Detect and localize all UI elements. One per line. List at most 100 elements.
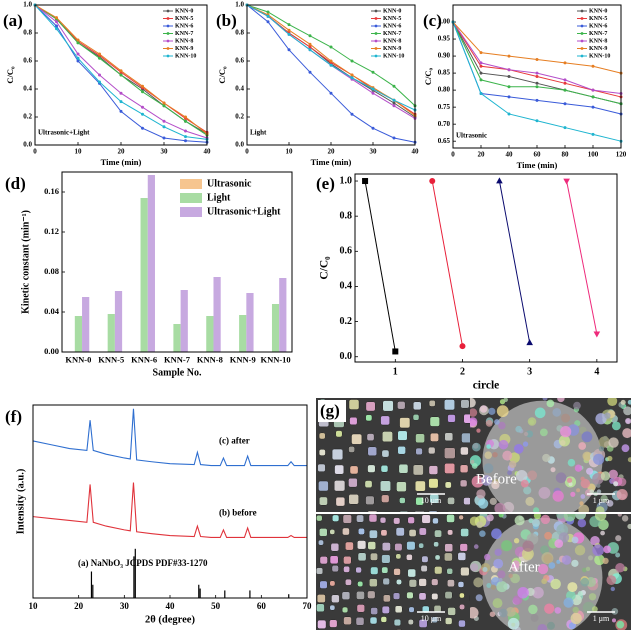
x-axis-label: Time (min) [311,157,352,167]
image-label: After [508,559,540,575]
grain [552,408,562,417]
legend-marker [580,17,584,20]
particle [370,566,379,575]
grain [570,612,582,625]
particle [408,529,417,537]
grain [616,620,625,629]
particle [394,605,403,614]
grain [554,607,562,614]
particle [367,446,378,457]
marker [308,70,312,74]
particle [444,617,453,625]
grain [602,435,608,441]
x-tick-label: KNN-7 [164,354,191,364]
marker [563,126,567,130]
legend-swatch [180,207,202,217]
grain [476,489,486,499]
marker [162,125,166,129]
marker [535,119,539,123]
particle [317,619,327,629]
grain [512,560,520,569]
particle [379,480,391,492]
grain [485,419,493,427]
particle [382,400,394,412]
marker [350,112,354,116]
particle [381,449,390,458]
marker [371,91,375,95]
marker [287,48,291,52]
grain [561,413,571,423]
x-tick-label: 0 [33,148,37,156]
particle [368,529,378,539]
grain [496,405,509,418]
x-tick-label: KNN-10 [260,354,290,364]
legend-label: KNN-7 [589,31,607,37]
grain [471,463,478,469]
panel-label: (c) [423,11,442,30]
bar [180,290,188,352]
grain [533,507,540,512]
particle [434,554,441,561]
grain [508,573,513,579]
x-tick-label: KNN-8 [197,354,223,364]
grain [613,481,619,487]
plot-frame [34,4,208,146]
particle [393,618,402,627]
particle [393,568,401,576]
x-tick-label: 20 [478,151,486,159]
grain [497,570,506,579]
grain [488,407,496,415]
particle [365,414,373,422]
particle [348,477,358,488]
grain [538,486,551,499]
particle [319,528,328,537]
grain [607,455,613,462]
marker [535,57,539,61]
marker [563,102,567,106]
particle [357,528,365,535]
y-tick-label: 0.2 [340,316,353,327]
particle [434,529,442,538]
grain [592,473,604,485]
grain [515,425,522,433]
series-line [566,180,598,334]
grain [479,530,486,537]
marker [329,59,333,63]
particle [459,604,465,610]
marker [591,105,595,109]
bar [173,324,181,352]
particle [406,591,414,599]
marker [76,41,80,45]
particle [365,495,375,505]
particle [366,433,375,442]
particle [418,619,428,628]
x-tick-label: KNN-9 [230,354,256,364]
marker [591,132,595,136]
marker [141,90,144,94]
marker [266,14,270,18]
particle [348,399,360,410]
grain [602,557,609,565]
x-tick-label: 0 [245,148,249,156]
grain [522,441,529,447]
y-tick-label: 0.12 [44,226,59,236]
particle [421,555,429,563]
grain [575,514,586,520]
marker [76,56,80,60]
y-tick-label: 0.00 [44,346,59,356]
grain [600,471,611,481]
grain [503,398,508,403]
x-tick-label: 0 [451,151,455,159]
grain [473,544,479,549]
particle [443,399,456,411]
grain [513,443,524,454]
grain [490,584,497,590]
particle [415,433,425,444]
particle [351,433,363,445]
x-axis-label: Time (min) [517,160,558,170]
particle [447,497,455,505]
grain [554,539,564,548]
particle [406,541,416,551]
particle [341,606,349,614]
grain [473,577,484,588]
